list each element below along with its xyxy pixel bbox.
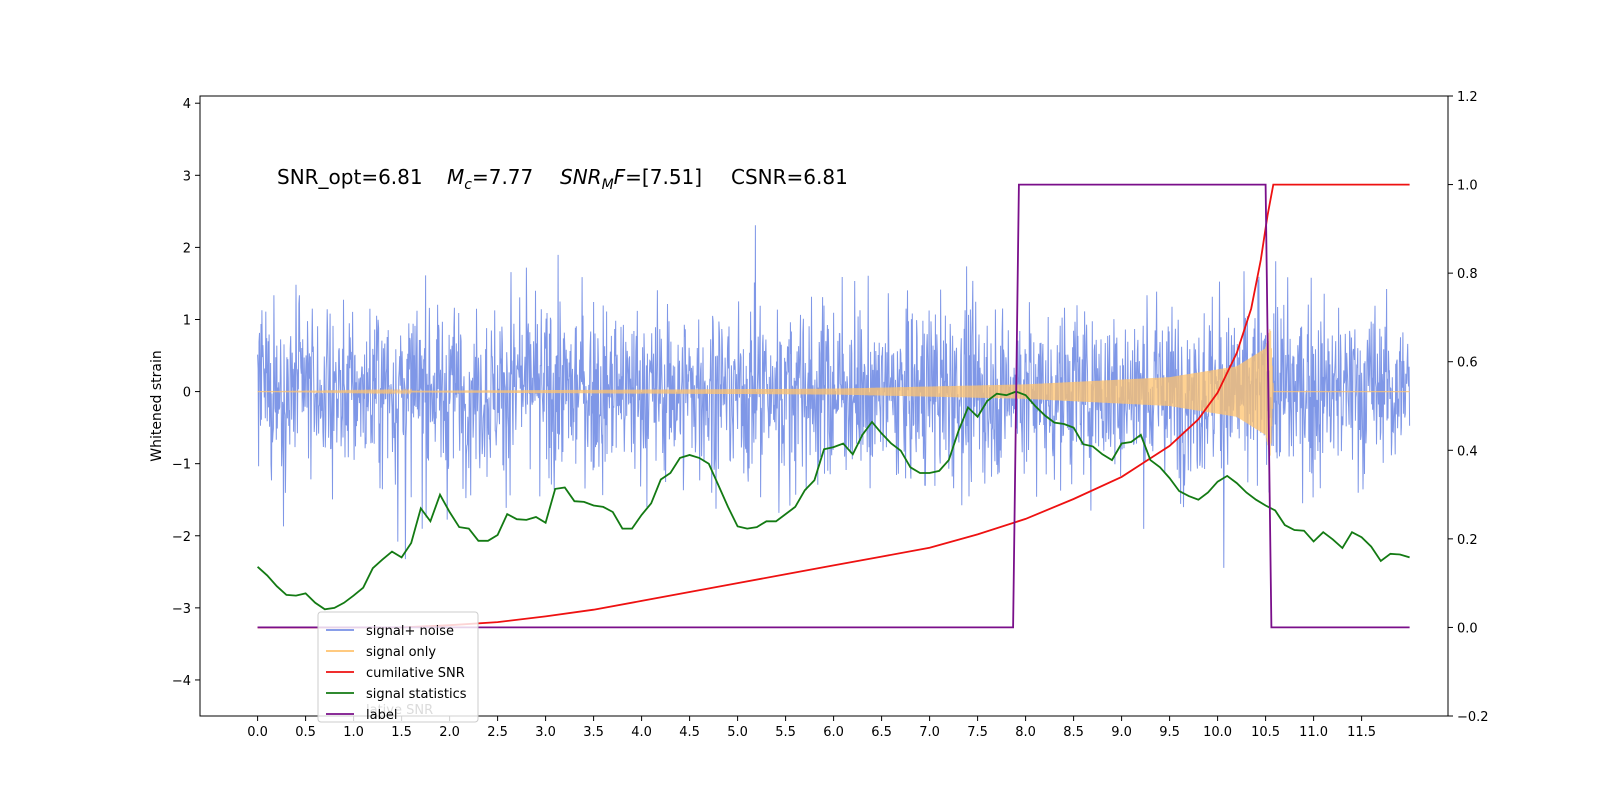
annotation-snrmf-symbol: SNR <box>560 165 602 189</box>
y2-tick-label: 0.4 <box>1457 444 1478 459</box>
annotation-text: SNR_opt=6.81 Mc=7.77 SNRMF=[7.51] CSNR=6… <box>277 165 848 193</box>
y-tick-label: 2 <box>183 241 191 256</box>
legend-item-label: cumilative SNR <box>366 666 465 681</box>
y-tick-label: 1 <box>183 313 191 328</box>
y-axis-label: Whitened strain <box>149 350 165 461</box>
x-tick-label: 7.5 <box>967 725 988 740</box>
legend-item-label: signal+ noise <box>366 624 454 639</box>
x-tick-label: 2.5 <box>487 725 508 740</box>
y-tick-label: −4 <box>172 674 191 689</box>
y-axis-left: 4 3 2 1 0 −1 −2 −3 −4 <box>172 97 200 689</box>
label-line <box>257 183 1410 629</box>
x-tick-label: 11.5 <box>1347 725 1376 740</box>
annotation-mc-subscript: c <box>464 177 472 193</box>
y-axis-right: 1.2 1.0 0.8 0.6 0.4 0.2 0.0 −0.2 <box>1448 90 1489 725</box>
x-tick-label: 10.5 <box>1251 725 1280 740</box>
series-signal-only <box>257 329 1410 456</box>
y-tick-label: −2 <box>172 530 191 545</box>
y2-tick-label: 0.6 <box>1457 356 1478 371</box>
x-tick-label: 8.0 <box>1015 725 1036 740</box>
x-tick-label: 5.0 <box>727 725 748 740</box>
annotation-mc-symbol: M <box>447 165 464 189</box>
y-tick-label: 0 <box>183 386 191 401</box>
x-tick-label: 6.5 <box>871 725 892 740</box>
y-tick-label: −1 <box>172 458 191 473</box>
annotation-snr-opt: SNR_opt=6.81 <box>277 165 423 189</box>
y-tick-label: 3 <box>183 169 191 184</box>
x-tick-label: 5.5 <box>775 725 796 740</box>
annotation-mc: Mc=7.77 <box>447 165 533 193</box>
y-tick-label: 4 <box>183 97 191 112</box>
cumilative-snr-line <box>257 183 1410 629</box>
x-tick-label: 9.0 <box>1111 725 1132 740</box>
x-tick-label: 0.0 <box>247 725 268 740</box>
annotation-snrmf: SNRMF=[7.51] <box>560 165 702 193</box>
x-tick-label: 11.0 <box>1299 725 1328 740</box>
signal-only-line <box>257 329 1410 456</box>
x-tick-label: 4.0 <box>631 725 652 740</box>
x-tick-label: 3.0 <box>535 725 556 740</box>
x-tick-label: 8.5 <box>1063 725 1084 740</box>
signal-statistics-line <box>256 390 1410 611</box>
legend-items: signal+ noise signal only cumilative SNR si… <box>326 624 467 723</box>
y2-tick-label: 0.0 <box>1457 621 1478 636</box>
annotation-snrmf-symbol2: F <box>614 165 626 189</box>
legend-item-label: signal only <box>366 645 436 660</box>
legend: lative SNR signal+ noise signal only cumil… <box>317 611 479 723</box>
x-tick-label: 0.5 <box>295 725 316 740</box>
y-tick-label: −3 <box>172 602 191 617</box>
series-lines <box>256 183 1410 629</box>
annotation-mc-value: =7.77 <box>472 165 533 189</box>
annotation-snrmf-subscript: M <box>602 177 614 193</box>
legend-hidden-text: lative SNR <box>366 703 433 718</box>
annotation-csnr: CSNR=6.81 <box>731 165 848 189</box>
y2-tick-label: 1.0 <box>1457 179 1478 194</box>
x-tick-label: 10.0 <box>1203 725 1232 740</box>
x-tick-label: 2.0 <box>439 725 460 740</box>
plot-frame <box>199 95 1449 717</box>
x-tick-label: 4.5 <box>679 725 700 740</box>
x-tick-label: 9.5 <box>1159 725 1180 740</box>
plot-area <box>256 183 1411 629</box>
legend-box <box>317 611 479 723</box>
annotation-snrmf-value: =[7.51] <box>625 165 702 189</box>
x-tick-label: 7.0 <box>919 725 940 740</box>
y2-tick-label: 0.2 <box>1457 533 1478 548</box>
x-axis: 0.0 0.5 1.0 1.5 2.0 2.5 3.0 3.5 4.0 4.5 5.0 5.5 6.0 6… <box>247 716 1376 740</box>
x-tick-label: 6.0 <box>823 725 844 740</box>
y2-tick-label: −0.2 <box>1457 710 1489 725</box>
legend-item-label: signal statistics <box>366 687 467 702</box>
legend-item-label: label <box>366 708 397 723</box>
x-tick-label: 1.5 <box>391 725 412 740</box>
x-tick-label: 1.0 <box>343 725 364 740</box>
x-tick-label: 3.5 <box>583 725 604 740</box>
y2-tick-label: 1.2 <box>1457 90 1478 105</box>
y2-tick-label: 0.8 <box>1457 267 1478 282</box>
